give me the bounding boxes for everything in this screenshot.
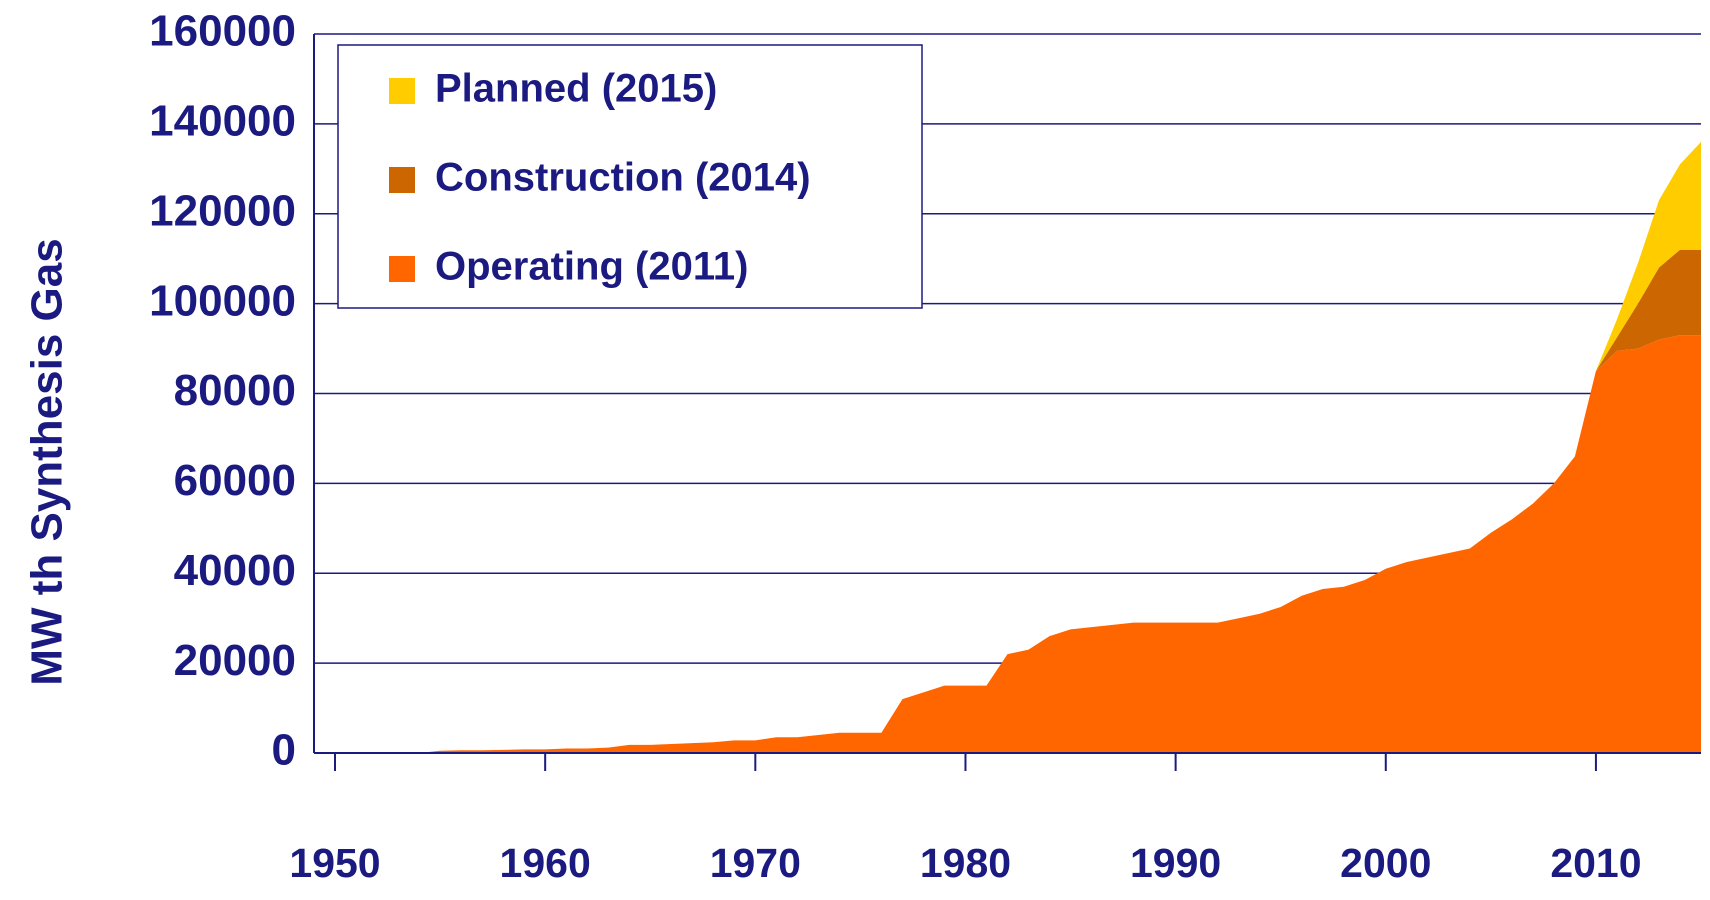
y-tick-label: 60000 [174, 456, 296, 505]
legend-label: Planned (2015) [435, 67, 717, 111]
y-tick-label: 120000 [149, 186, 296, 235]
x-tick-label: 1980 [920, 840, 1011, 886]
legend-label: Construction (2014) [435, 156, 811, 200]
x-tick-label: 2000 [1340, 840, 1431, 886]
x-tick-label: 1970 [710, 840, 801, 886]
legend-label: Operating (2011) [435, 245, 748, 289]
legend-swatch [389, 256, 415, 282]
y-tick-label: 100000 [149, 276, 296, 325]
y-tick-label: 80000 [174, 366, 296, 415]
area [335, 335, 1701, 753]
x-tick-label: 1950 [289, 840, 380, 886]
y-tick-label: 0 [272, 726, 296, 775]
y-tick-label: 140000 [149, 97, 296, 146]
x-tick-label: 1990 [1130, 840, 1221, 886]
legend-box [337, 44, 923, 309]
y-tick-label: 40000 [174, 546, 296, 595]
y-axis-label: MW th Synthesis Gas [23, 238, 72, 685]
y-tick-label: 160000 [149, 7, 296, 56]
x-tick-label: 1960 [500, 840, 591, 886]
x-tick-label: 2010 [1550, 840, 1641, 886]
y-tick-label: 20000 [174, 636, 296, 685]
legend-swatch [389, 167, 415, 193]
legend-swatch [389, 78, 415, 104]
